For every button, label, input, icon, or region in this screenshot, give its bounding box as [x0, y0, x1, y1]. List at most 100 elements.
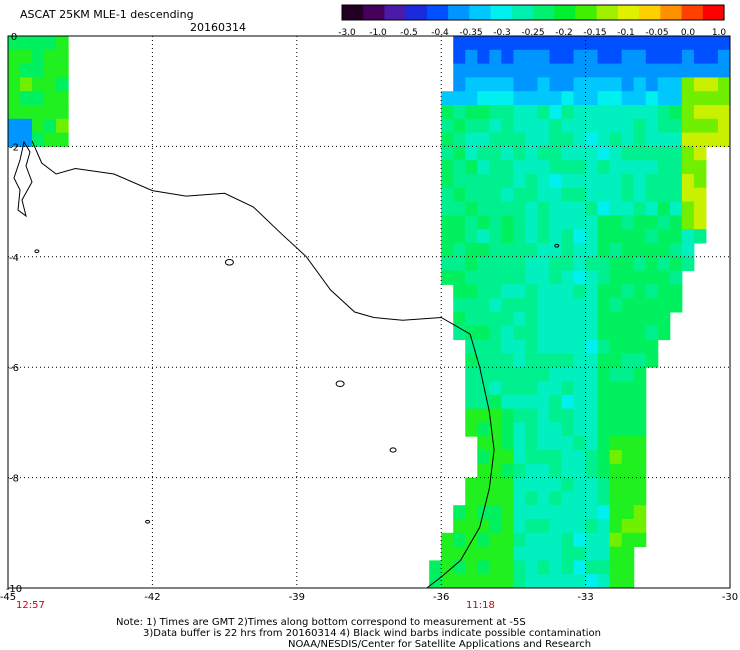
- swath-cell: [597, 325, 611, 341]
- swath-cell: [621, 477, 635, 492]
- swath-cell: [645, 63, 659, 78]
- swath-cell: [657, 284, 671, 299]
- swath-cell: [549, 243, 563, 258]
- swath-cell: [633, 422, 647, 437]
- swath-cell: [465, 160, 478, 175]
- swath-cell: [465, 215, 478, 230]
- swath-cell: [645, 160, 659, 175]
- swath-cell: [693, 201, 707, 216]
- swath-cell: [573, 574, 587, 589]
- swath-cell: [549, 532, 563, 548]
- colorbar-tick-label: -1.0: [369, 28, 387, 38]
- island: [389, 447, 397, 453]
- swath-cell: [693, 36, 707, 51]
- swath-cell: [669, 63, 683, 78]
- swath-cell: [573, 270, 587, 285]
- swath-cell: [441, 132, 454, 147]
- swath-cell: [453, 160, 466, 175]
- swath-cell: [549, 36, 563, 51]
- swath-cell: [657, 312, 671, 327]
- swath-cell: [56, 91, 69, 106]
- wind-map: -45 -42 -39 -36 -33 -30 0 -2 -4 -6 -8 -10: [0, 32, 738, 603]
- colorbar-swatch: [469, 5, 492, 20]
- swath-cell: [453, 215, 466, 230]
- swath-cell: [681, 118, 695, 134]
- swath-cell: [513, 532, 526, 548]
- swath-cell: [609, 174, 623, 189]
- swath-cell: [645, 146, 659, 161]
- swath-cell: [525, 256, 538, 272]
- swath-cell: [585, 187, 599, 203]
- swath-cell: [525, 146, 538, 161]
- swath-cell: [441, 187, 454, 203]
- colorbar-frame: [341, 4, 725, 21]
- swath-cell: [657, 49, 671, 65]
- swath-cell: [669, 36, 683, 51]
- swath-cell: [585, 63, 599, 78]
- swath-cell: [489, 63, 502, 78]
- swath-cell: [537, 270, 550, 285]
- swath-cell: [621, 408, 635, 423]
- swath-cell: [693, 229, 707, 244]
- swath-cell: [645, 187, 659, 203]
- time-label-left: 12:57: [16, 600, 45, 611]
- swath-cell: [609, 215, 623, 230]
- swath-cell: [525, 491, 538, 506]
- swath-cell: [549, 381, 563, 396]
- swath-cell: [549, 49, 563, 65]
- swath-cell: [489, 187, 502, 203]
- swath-cell: [477, 477, 490, 492]
- swath-cell: [561, 187, 575, 203]
- swath-cell: [657, 146, 671, 161]
- swath-cell: [609, 201, 623, 216]
- swath-cell: [525, 201, 538, 216]
- swath-cell: [453, 132, 466, 147]
- swath-cell: [501, 36, 514, 51]
- swath-cell: [573, 91, 587, 106]
- swath-cell: [477, 298, 490, 313]
- swath-cell: [669, 215, 683, 230]
- swath-cell: [501, 408, 514, 423]
- x-tick-label: -36: [433, 592, 449, 603]
- swath-cell: [561, 560, 575, 575]
- swath-cell: [513, 270, 526, 285]
- swath-cell: [32, 91, 45, 106]
- swath-cell: [693, 49, 707, 65]
- colorbar-tick-label: -3.0: [338, 28, 356, 38]
- swath-cell: [621, 381, 635, 396]
- swath-cell: [501, 174, 514, 189]
- swath-cell: [621, 215, 635, 230]
- swath-cell: [465, 91, 478, 106]
- swath-cell: [717, 77, 731, 92]
- swath-cell: [525, 118, 538, 134]
- swath-cell: [489, 256, 502, 272]
- swath-cell: [597, 353, 611, 368]
- swath-cell: [561, 408, 575, 423]
- swath-cell: [489, 91, 502, 106]
- swath-cell: [681, 105, 695, 120]
- swath-cell: [501, 63, 514, 78]
- swath-cell: [585, 77, 599, 92]
- swath-cell: [549, 422, 563, 437]
- swath-cell: [585, 519, 599, 534]
- swath-cell: [633, 408, 647, 423]
- colorbar-tick-label: -0.15: [583, 28, 606, 38]
- swath-cell: [645, 36, 659, 51]
- swath-cell: [477, 187, 490, 203]
- colorbar-swatch: [405, 5, 428, 20]
- swath-cell: [609, 519, 623, 534]
- swath-cell: [513, 422, 526, 437]
- swath-cell: [513, 381, 526, 396]
- swath-cell: [573, 546, 587, 561]
- swath-cell: [633, 77, 647, 92]
- swath-cell: [513, 105, 526, 120]
- swath-cell: [561, 49, 575, 65]
- swath-cell: [621, 174, 635, 189]
- swath-cell: [597, 463, 611, 479]
- swath-cell: [537, 408, 550, 423]
- swath-cell: [657, 118, 671, 134]
- swath-cell: [585, 436, 599, 451]
- swath-cell: [597, 394, 611, 410]
- swath-cell: [537, 36, 550, 51]
- swath-cell: [597, 339, 611, 354]
